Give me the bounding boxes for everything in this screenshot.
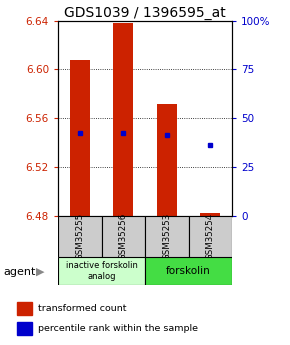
Bar [145,216,188,257]
Bar [200,213,220,216]
Text: inactive forskolin
analog: inactive forskolin analog [66,261,137,280]
Text: GSM35255: GSM35255 [75,213,84,260]
Text: transformed count: transformed count [38,304,127,313]
Text: percentile rank within the sample: percentile rank within the sample [38,324,198,333]
Text: GSM35254: GSM35254 [206,213,215,260]
Bar [58,216,102,257]
Text: agent: agent [3,267,35,277]
Text: forskolin: forskolin [166,266,211,276]
Text: GSM35253: GSM35253 [162,213,171,260]
Bar [145,257,232,285]
Bar [17,322,32,335]
Bar [113,23,133,216]
Bar [157,104,177,216]
Text: GSM35256: GSM35256 [119,213,128,260]
Bar [188,216,232,257]
Bar [17,302,32,315]
Bar [102,216,145,257]
Bar [70,60,90,216]
Bar [58,257,145,285]
Text: ▶: ▶ [37,267,45,277]
Title: GDS1039 / 1396595_at: GDS1039 / 1396595_at [64,6,226,20]
